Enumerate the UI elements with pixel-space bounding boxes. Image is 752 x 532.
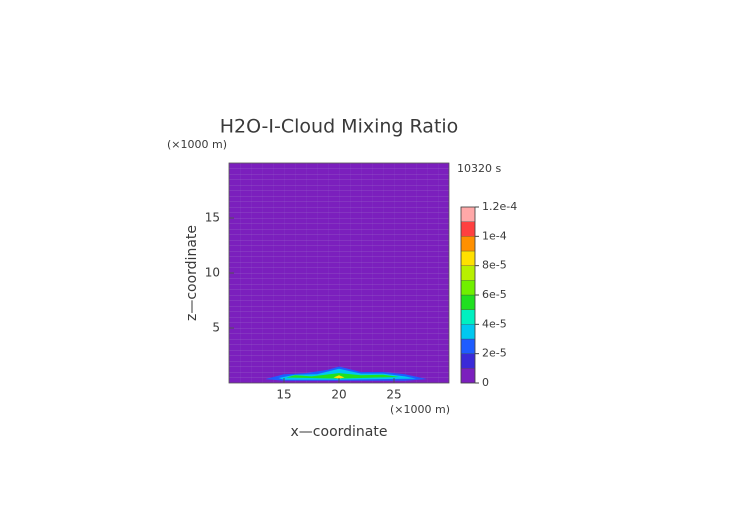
- colorbar-band: [460, 265, 476, 281]
- x-tick-label: 20: [331, 388, 346, 402]
- colorbar-tick-label: 0: [482, 376, 489, 389]
- colorbar-band: [460, 221, 476, 237]
- colorbar-band: [460, 250, 476, 266]
- colorbar-band: [460, 338, 476, 354]
- colorbar-band: [460, 236, 476, 252]
- y-tick-label: 5: [212, 321, 220, 335]
- y-tick-label: 15: [205, 211, 220, 225]
- colorbar-tick-label: 8e-5: [482, 259, 507, 272]
- contour-fill: [333, 375, 345, 379]
- time-label: 10320 s: [457, 162, 501, 175]
- colorbar-band: [460, 324, 476, 340]
- colorbar-band: [460, 206, 476, 222]
- colorbar-tick-label: 2e-5: [482, 347, 507, 360]
- colorbar-band: [460, 294, 476, 310]
- colorbar-band: [460, 309, 476, 325]
- y-tick-label: 10: [205, 266, 220, 280]
- y-axis-label: z—coordinate: [184, 225, 200, 321]
- colorbar-tick-label: 4e-5: [482, 317, 507, 330]
- colorbar-band: [460, 368, 476, 384]
- x-axis-label: x—coordinate: [291, 424, 388, 440]
- colorbar-band: [460, 280, 476, 296]
- colorbar-tick-label: 1.2e-4: [482, 200, 517, 213]
- contour-fill: [286, 373, 400, 379]
- colorbar-tick-label: 1e-4: [482, 229, 507, 242]
- x-unit: (×1000 m): [390, 403, 450, 416]
- x-tick-label: 25: [386, 388, 401, 402]
- colorbar-tick-label: 6e-5: [482, 288, 507, 301]
- y-unit: (×1000 m): [167, 138, 227, 151]
- colorbar-band: [460, 353, 476, 369]
- chart-title: H2O-I-Cloud Mixing Ratio: [220, 116, 459, 138]
- x-tick-label: 15: [276, 388, 291, 402]
- model-grid: [229, 163, 449, 383]
